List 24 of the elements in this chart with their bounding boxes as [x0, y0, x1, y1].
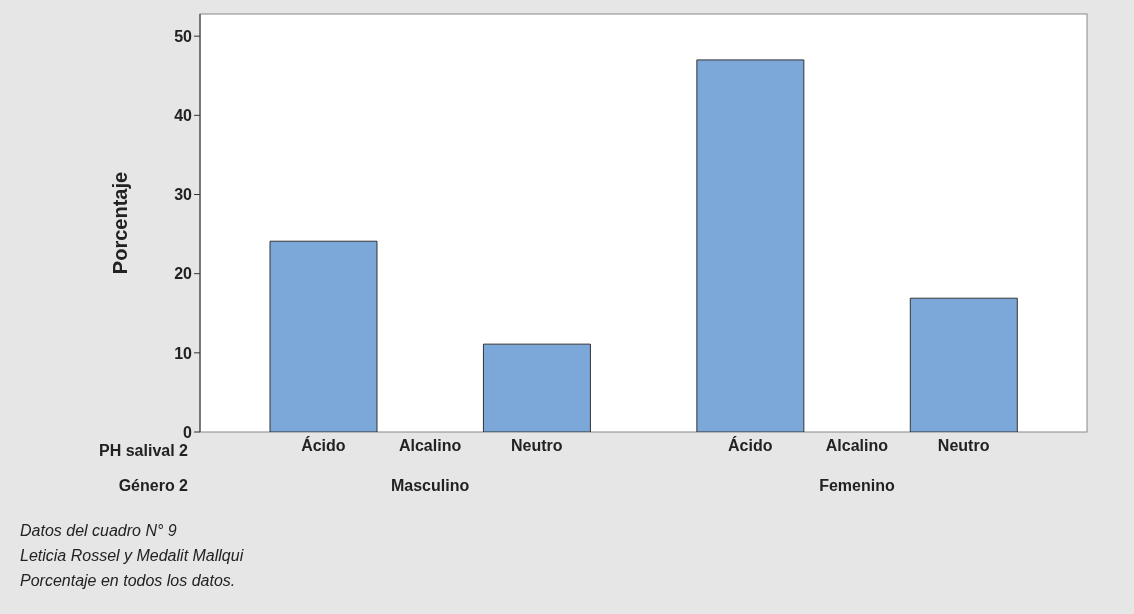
x-tick-label: Ácido [301, 436, 346, 455]
y-tick-label: 50 [174, 27, 193, 45]
text: Datos del cuadro N° 9 [20, 522, 177, 540]
text: PH salival 2 [99, 442, 188, 460]
text: Femenino [818, 477, 896, 495]
text: Masculino [389, 477, 471, 495]
bar [909, 297, 1018, 432]
x-tick-label: Neutro [511, 437, 563, 455]
x-tick-label: Neutro [937, 437, 990, 455]
bar [696, 59, 805, 432]
y-tick-label: 30 [174, 186, 193, 204]
y-tick-label: 10 [174, 344, 193, 362]
x-tick-label: Alcalino [398, 437, 462, 455]
text: Porcentaje en todos los datos. [20, 572, 236, 590]
y-tick-label: 40 [174, 107, 193, 125]
y-tick-label: 0 [183, 423, 193, 441]
bar [269, 240, 378, 432]
y-tick-label: 20 [174, 265, 193, 283]
text: Leticia Rossel y Medalit Mallqui [20, 547, 244, 565]
text: Género 2 [118, 477, 188, 495]
x-tick-label: Alcalino [825, 437, 889, 455]
bar [482, 343, 591, 432]
y-axis-title: Porcentaje [109, 171, 132, 275]
x-tick-label: Ácido [727, 436, 773, 455]
